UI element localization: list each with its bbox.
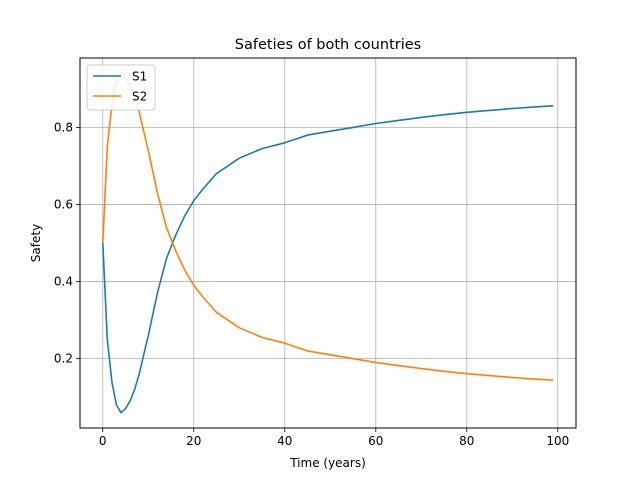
x-tick-label: 40 <box>277 434 292 448</box>
plot-area <box>80 58 576 428</box>
legend-label-s1: S1 <box>132 70 147 84</box>
x-axis-label: Time (years) <box>289 456 366 470</box>
x-tick-label: 60 <box>368 434 383 448</box>
legend-label-s2: S2 <box>132 90 147 104</box>
x-axis: 0 20 40 60 80 100 <box>99 428 569 448</box>
grid-lines <box>80 58 576 428</box>
x-tick-label: 80 <box>459 434 474 448</box>
y-tick-label: 0.4 <box>54 275 73 289</box>
y-tick-label: 0.2 <box>54 352 73 366</box>
x-tick-label: 20 <box>186 434 201 448</box>
chart-title: Safeties of both countries <box>235 37 421 53</box>
y-tick-label: 0.8 <box>54 120 73 134</box>
y-axis-label: Safety <box>29 224 43 262</box>
x-tick-label: 0 <box>99 434 107 448</box>
plot-frame <box>79 57 577 429</box>
y-tick-label: 0.6 <box>54 197 73 211</box>
x-tick-label: 100 <box>546 434 569 448</box>
series-line-s1 <box>102 105 554 414</box>
y-axis: 0.2 0.4 0.6 0.8 <box>54 120 80 366</box>
